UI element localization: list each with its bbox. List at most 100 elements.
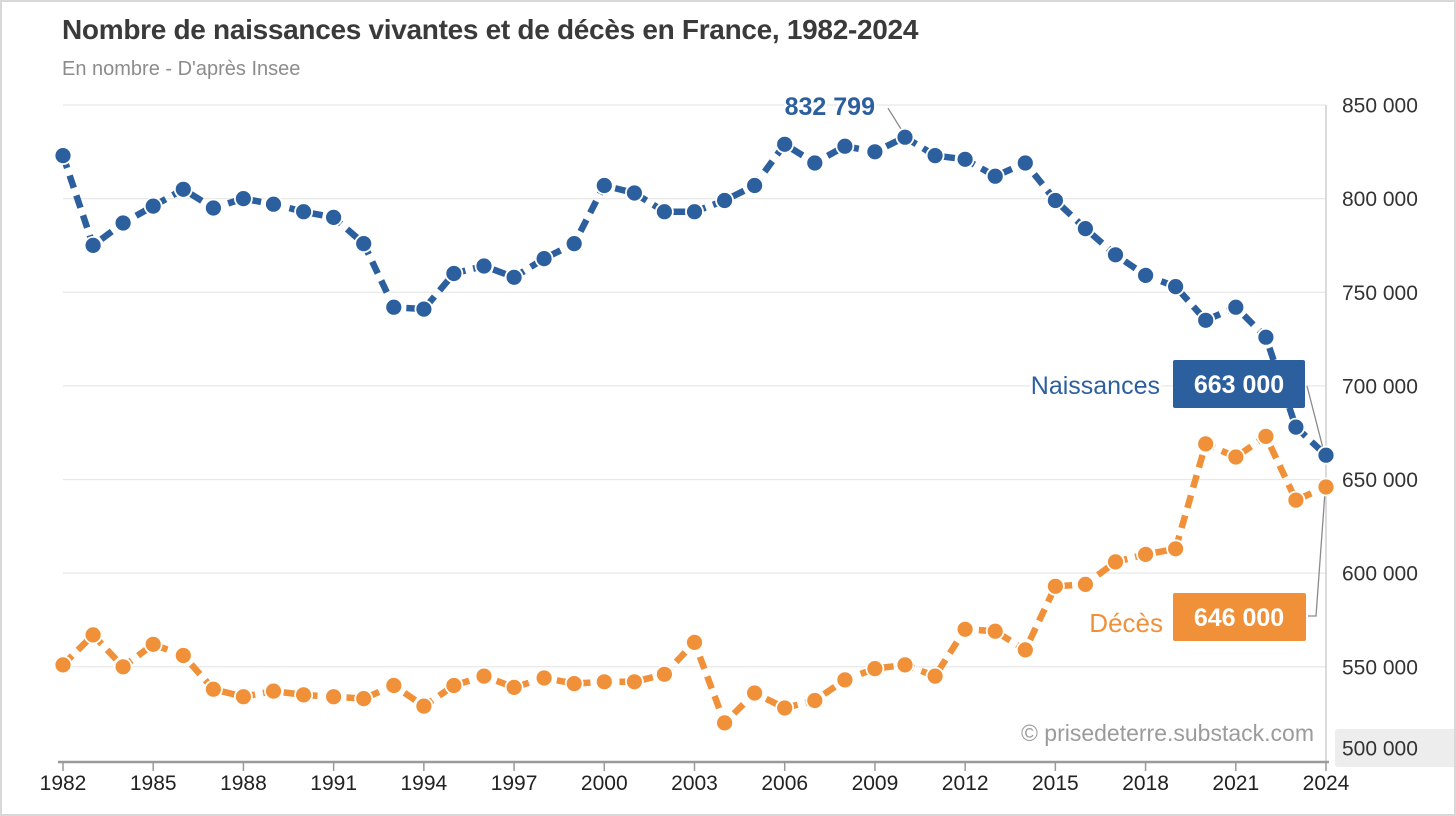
data-point-naissances-2001 bbox=[625, 183, 644, 203]
x-tick-label: 1985 bbox=[130, 772, 177, 795]
data-point-naissances-1993 bbox=[384, 297, 404, 317]
grid-layer bbox=[63, 104, 1327, 762]
data-point-deces-1983 bbox=[83, 625, 103, 645]
data-point-deces-2020 bbox=[1196, 434, 1216, 454]
data-point-deces-1985 bbox=[143, 634, 163, 654]
data-point-naissances-1986 bbox=[173, 179, 193, 199]
y-tick-label: 750 000 bbox=[1342, 282, 1418, 305]
data-point-naissances-1995 bbox=[444, 264, 464, 283]
data-point-naissances-2011 bbox=[925, 146, 945, 166]
data-point-naissances-2000 bbox=[594, 176, 614, 195]
x-tick-label: 2024 bbox=[1303, 772, 1350, 795]
y-tick-label: 550 000 bbox=[1342, 656, 1418, 679]
data-point-naissances-2024 bbox=[1316, 445, 1336, 465]
data-point-deces-2013 bbox=[985, 621, 1005, 641]
naissances-value-box bbox=[1173, 360, 1305, 408]
data-point-deces-1995 bbox=[444, 676, 464, 695]
y-tick-label: 600 000 bbox=[1342, 563, 1418, 586]
data-point-deces-1989 bbox=[264, 681, 283, 701]
data-point-naissances-2019 bbox=[1166, 277, 1185, 297]
data-point-naissances-2003 bbox=[685, 202, 704, 222]
series-naissances bbox=[53, 127, 1336, 465]
x-tick-label: 1997 bbox=[491, 772, 538, 795]
data-point-naissances-2015 bbox=[1046, 191, 1065, 210]
data-point-naissances-1987 bbox=[203, 198, 223, 218]
data-point-deces-2006 bbox=[775, 698, 795, 718]
x-tick-label: 2009 bbox=[852, 772, 899, 795]
x-tick-label: 2003 bbox=[671, 772, 718, 795]
series-line-naissances bbox=[59, 133, 1329, 458]
leader-lines bbox=[887, 107, 1326, 617]
data-point-deces-2024 bbox=[1316, 477, 1336, 497]
data-point-naissances-1982 bbox=[53, 146, 73, 166]
data-point-deces-1987 bbox=[203, 679, 223, 699]
data-point-deces-1997 bbox=[504, 678, 524, 697]
x-tick-label: 1988 bbox=[220, 772, 267, 795]
y-tick-label: 500 000 bbox=[1342, 738, 1418, 761]
data-point-naissances-1985 bbox=[143, 196, 163, 216]
series-deces bbox=[53, 426, 1336, 733]
data-point-naissances-2018 bbox=[1136, 265, 1155, 285]
data-point-deces-1999 bbox=[564, 674, 584, 693]
data-point-naissances-1999 bbox=[564, 234, 584, 254]
data-point-deces-1986 bbox=[173, 646, 193, 665]
data-point-deces-2010 bbox=[895, 655, 915, 675]
y-tick-label: 650 000 bbox=[1342, 469, 1418, 492]
data-point-deces-2018 bbox=[1136, 545, 1155, 564]
data-point-naissances-1994 bbox=[414, 299, 434, 319]
data-point-deces-2023 bbox=[1286, 490, 1306, 510]
data-point-deces-2005 bbox=[745, 683, 764, 703]
data-point-naissances-1990 bbox=[294, 202, 314, 222]
x-tick-label: 2021 bbox=[1212, 772, 1259, 795]
data-point-naissances-1996 bbox=[474, 256, 494, 276]
data-point-deces-1984 bbox=[113, 657, 133, 677]
x-axis bbox=[58, 760, 1329, 771]
y-tick-label: 700 000 bbox=[1342, 375, 1418, 398]
data-point-deces-2014 bbox=[1015, 640, 1035, 660]
data-point-naissances-2002 bbox=[655, 202, 674, 222]
data-point-deces-2017 bbox=[1106, 552, 1125, 572]
data-point-deces-1990 bbox=[294, 685, 314, 705]
data-point-deces-2000 bbox=[594, 672, 614, 692]
x-tick-label: 1991 bbox=[310, 772, 357, 795]
data-point-deces-2007 bbox=[805, 691, 825, 710]
data-point-deces-2009 bbox=[865, 659, 885, 678]
y-tick-label: 850 000 bbox=[1342, 95, 1418, 118]
x-tick-label: 2006 bbox=[761, 772, 808, 795]
data-point-naissances-2016 bbox=[1076, 219, 1095, 239]
data-point-deces-1993 bbox=[384, 676, 404, 695]
data-point-deces-2003 bbox=[685, 633, 704, 652]
data-point-naissances-2012 bbox=[955, 149, 975, 169]
x-tick-label: 2018 bbox=[1122, 772, 1169, 795]
chart-subtitle: En nombre - D'après Insee bbox=[62, 58, 301, 80]
data-point-deces-2004 bbox=[715, 713, 734, 733]
data-point-naissances-1988 bbox=[233, 189, 253, 209]
deces-value-box bbox=[1173, 593, 1306, 641]
data-point-deces-1996 bbox=[474, 666, 494, 686]
data-point-naissances-2023 bbox=[1286, 417, 1306, 437]
data-point-naissances-2005 bbox=[745, 176, 764, 195]
data-point-naissances-2022 bbox=[1256, 327, 1276, 347]
peak-value-label: 832 799 bbox=[785, 93, 875, 121]
data-point-deces-2015 bbox=[1046, 576, 1065, 596]
x-tick-label: 1994 bbox=[400, 772, 447, 795]
x-tick-label: 2000 bbox=[581, 772, 628, 795]
x-tick-label: 2015 bbox=[1032, 772, 1079, 795]
data-point-naissances-2009 bbox=[865, 142, 885, 162]
y-label-highlight bbox=[1335, 729, 1454, 767]
data-point-deces-2011 bbox=[925, 666, 945, 686]
naissances-series-label: Naissances bbox=[1031, 372, 1160, 400]
chart-title: Nombre de naissances vivantes et de décè… bbox=[62, 14, 919, 45]
data-point-deces-1988 bbox=[233, 687, 253, 707]
data-point-deces-2016 bbox=[1076, 575, 1095, 594]
data-point-deces-2002 bbox=[655, 664, 674, 684]
annotations-layer: 832 799 Naissances 663 000 Décès 646 000 bbox=[782, 91, 1306, 641]
deces-series-label: Décès bbox=[1089, 608, 1163, 638]
x-tick-label: 2012 bbox=[942, 772, 989, 795]
data-point-deces-1992 bbox=[354, 689, 374, 708]
data-point-deces-2012 bbox=[955, 619, 975, 639]
data-point-naissances-1997 bbox=[504, 267, 524, 287]
data-point-naissances-2020 bbox=[1196, 310, 1216, 330]
